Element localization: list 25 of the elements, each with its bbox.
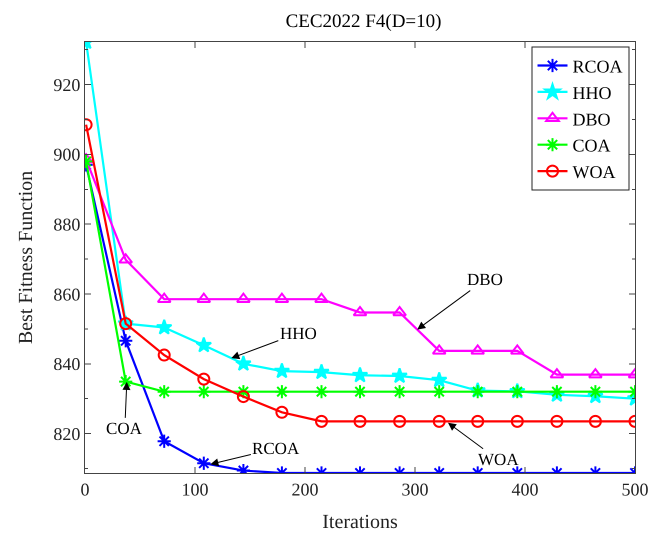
legend-label: HHO bbox=[572, 82, 612, 103]
x-tick-label: 200 bbox=[292, 480, 318, 500]
x-tick-label: 400 bbox=[512, 480, 538, 500]
legend-label: DBO bbox=[572, 109, 611, 130]
x-tick-label: 300 bbox=[402, 480, 428, 500]
legend-label: RCOA bbox=[572, 56, 623, 77]
annotation: HHO bbox=[280, 324, 317, 343]
legend-label: COA bbox=[572, 136, 611, 156]
x-axis-title: Iterations bbox=[322, 511, 398, 534]
chart-title: CEC2022 F4(D=10) bbox=[286, 10, 442, 32]
y-tick-label: 860 bbox=[53, 284, 80, 304]
y-tick-label: 820 bbox=[53, 424, 80, 444]
y-tick-label: 880 bbox=[53, 214, 80, 234]
annotation: COA bbox=[106, 419, 143, 438]
y-tick-label: 920 bbox=[53, 74, 80, 95]
x-tick-label: 500 bbox=[622, 480, 648, 500]
y-axis-title: Best Fitness Function bbox=[14, 170, 37, 344]
annotation: DBO bbox=[467, 270, 503, 289]
annotation: WOA bbox=[478, 450, 520, 469]
y-tick-label: 900 bbox=[53, 144, 80, 165]
legend-label: WOA bbox=[572, 162, 616, 182]
x-tick-label: 0 bbox=[80, 480, 90, 500]
annotation: RCOA bbox=[252, 439, 300, 458]
x-tick-label: 100 bbox=[182, 480, 208, 500]
y-tick-label: 840 bbox=[53, 354, 80, 374]
